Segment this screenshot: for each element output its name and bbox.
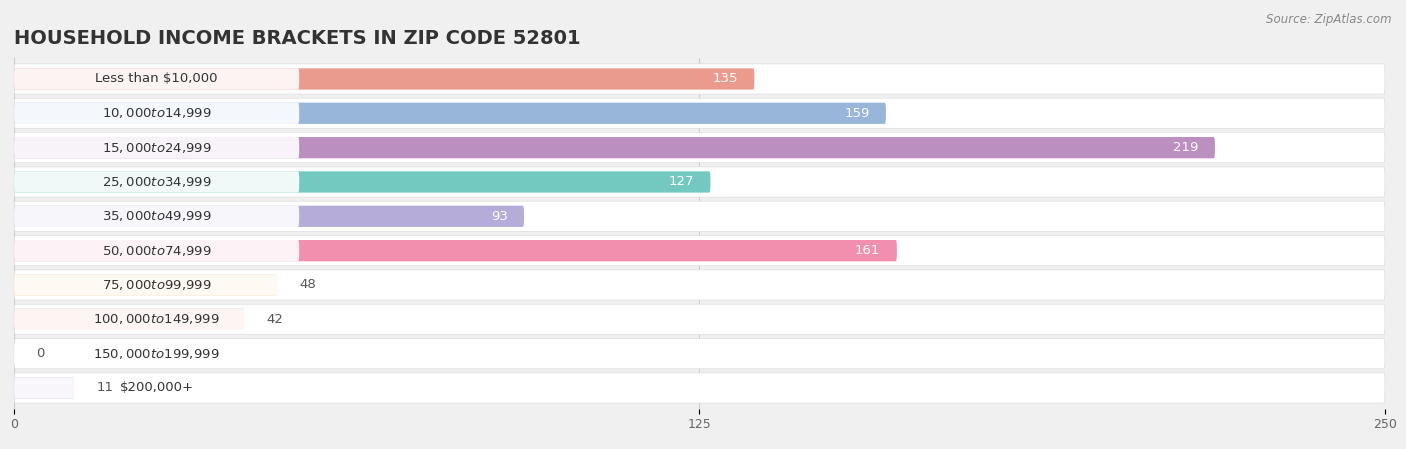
Text: $35,000 to $49,999: $35,000 to $49,999 [101,209,211,223]
FancyBboxPatch shape [14,236,1385,266]
FancyBboxPatch shape [14,373,1385,403]
FancyBboxPatch shape [14,201,1385,231]
FancyBboxPatch shape [14,172,710,193]
Text: Source: ZipAtlas.com: Source: ZipAtlas.com [1267,13,1392,26]
FancyBboxPatch shape [14,343,299,364]
FancyBboxPatch shape [14,274,299,295]
FancyBboxPatch shape [14,308,245,330]
FancyBboxPatch shape [14,132,1385,163]
Text: $15,000 to $24,999: $15,000 to $24,999 [101,141,211,154]
FancyBboxPatch shape [14,137,299,158]
Text: HOUSEHOLD INCOME BRACKETS IN ZIP CODE 52801: HOUSEHOLD INCOME BRACKETS IN ZIP CODE 52… [14,30,581,48]
FancyBboxPatch shape [14,137,1215,158]
FancyBboxPatch shape [14,172,299,193]
Text: 93: 93 [491,210,508,223]
Text: 135: 135 [713,72,738,85]
FancyBboxPatch shape [14,98,1385,128]
Text: 0: 0 [37,347,45,360]
FancyBboxPatch shape [14,274,277,295]
FancyBboxPatch shape [14,240,299,261]
Text: $100,000 to $149,999: $100,000 to $149,999 [93,313,219,326]
FancyBboxPatch shape [14,339,1385,369]
FancyBboxPatch shape [14,304,1385,335]
FancyBboxPatch shape [14,103,299,124]
Text: 42: 42 [266,313,283,326]
FancyBboxPatch shape [14,308,299,330]
FancyBboxPatch shape [14,167,1385,197]
Text: 159: 159 [844,107,869,120]
FancyBboxPatch shape [14,103,886,124]
FancyBboxPatch shape [14,377,75,399]
Text: $150,000 to $199,999: $150,000 to $199,999 [93,347,219,361]
Text: Less than $10,000: Less than $10,000 [96,72,218,85]
Text: 161: 161 [855,244,880,257]
FancyBboxPatch shape [14,240,897,261]
FancyBboxPatch shape [14,64,1385,94]
FancyBboxPatch shape [14,206,299,227]
FancyBboxPatch shape [14,68,754,90]
Text: 219: 219 [1173,141,1198,154]
Text: 11: 11 [96,382,114,395]
Text: 127: 127 [668,176,695,189]
FancyBboxPatch shape [14,206,524,227]
FancyBboxPatch shape [14,377,299,399]
FancyBboxPatch shape [14,68,299,90]
FancyBboxPatch shape [14,270,1385,300]
Text: $50,000 to $74,999: $50,000 to $74,999 [101,244,211,258]
Text: $25,000 to $34,999: $25,000 to $34,999 [101,175,211,189]
Text: $10,000 to $14,999: $10,000 to $14,999 [101,106,211,120]
Text: $75,000 to $99,999: $75,000 to $99,999 [101,278,211,292]
Text: 48: 48 [299,278,316,291]
Text: $200,000+: $200,000+ [120,382,194,395]
